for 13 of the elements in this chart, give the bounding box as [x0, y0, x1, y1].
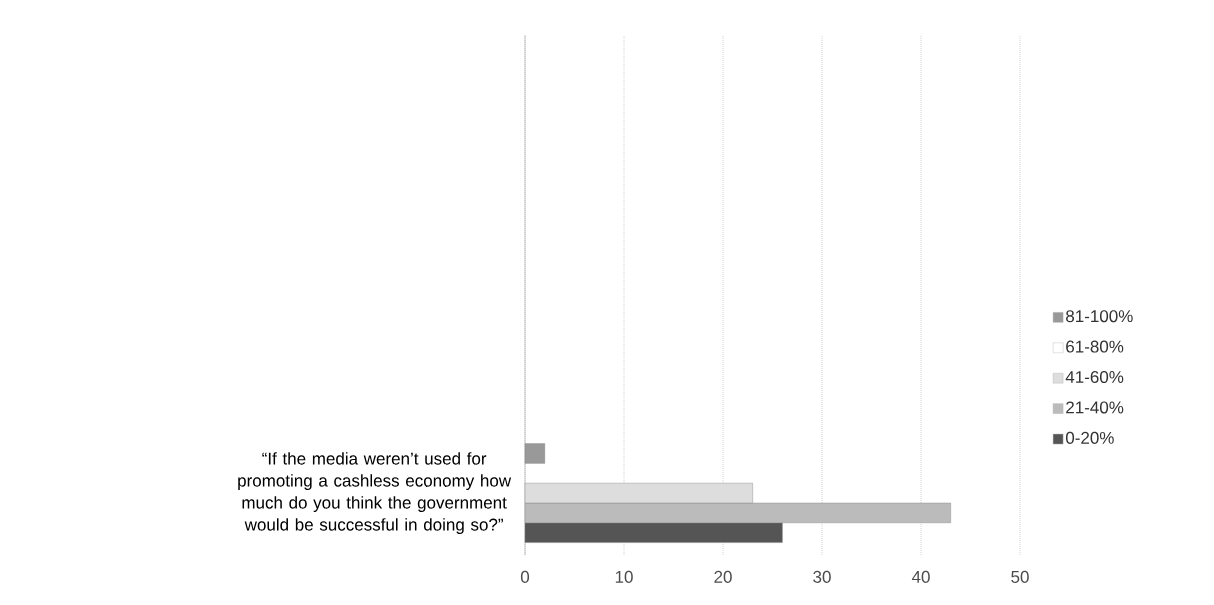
legend-label: 21-40%: [1066, 401, 1124, 414]
x-tick-label: 0: [520, 570, 530, 583]
y-tick-label: “If the media weren’t used for promoting a cashless economy how much do you think the government would be successful in doing so?”: [238, 452, 512, 535]
legend-label: 0-20%: [1065, 431, 1114, 444]
x-tick-label: 30: [813, 570, 831, 583]
legend-label: 61-80%: [1066, 340, 1124, 353]
bar: [524, 443, 546, 464]
x-tick-label: 40: [911, 570, 930, 583]
x-tick-label: 10: [615, 570, 633, 583]
x-tick-label: 20: [714, 570, 732, 583]
legend-label: 81-100%: [1066, 310, 1133, 323]
x-tick-label: 50: [1011, 570, 1029, 583]
legend-label: 41-60%: [1065, 370, 1124, 384]
